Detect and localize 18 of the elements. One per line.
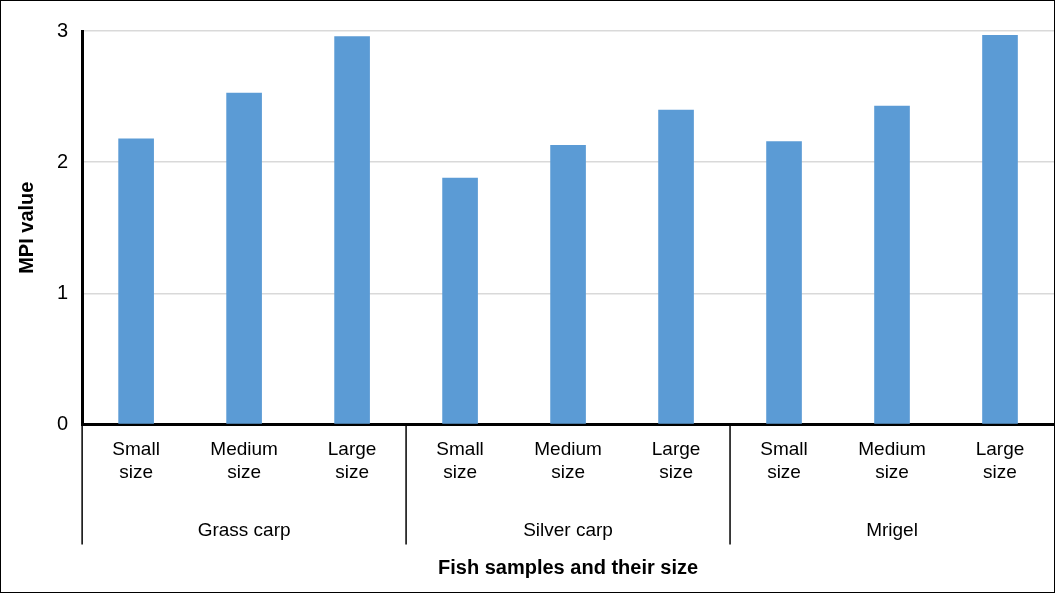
x-tick-label: Large size (327, 438, 377, 482)
y-axis-title: MPI value (14, 181, 37, 274)
x-tick-label: Large size (975, 438, 1025, 482)
y-tick-label: 2 (57, 149, 69, 172)
x-tick-label: Small size (112, 438, 160, 482)
text: Mrigel (866, 518, 918, 540)
x-axis-title: Fish samples and their size (438, 555, 699, 578)
x-tick-label: Small size (760, 438, 808, 482)
x-tick-label: Medium size (534, 438, 602, 482)
y-tick-label: 1 (57, 280, 69, 303)
text: Grass carp (197, 518, 291, 540)
x-tick-label: Large size (651, 438, 701, 482)
x-tick-label: Medium size (210, 438, 278, 482)
x-tick-label: Medium size (858, 438, 926, 482)
y-tick-label: 0 (57, 411, 69, 434)
y-tick-label: 3 (57, 18, 69, 41)
x-tick-label: Small size (436, 438, 484, 482)
text: Silver carp (523, 518, 613, 540)
